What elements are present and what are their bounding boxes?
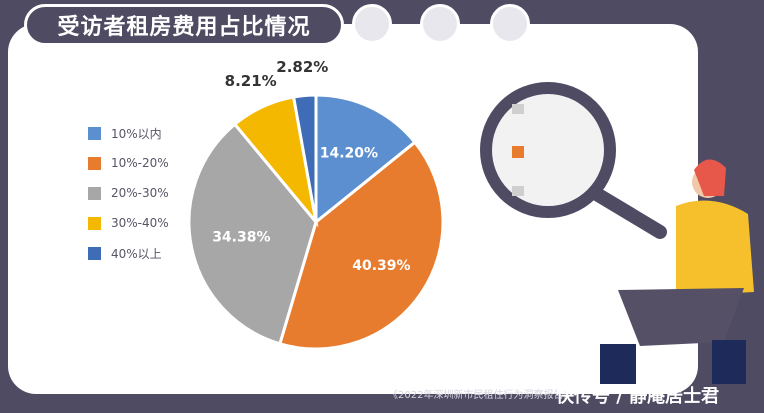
person-boot (712, 340, 746, 384)
lens-swatch (512, 186, 524, 196)
legend-swatch (88, 246, 101, 260)
pie-slice (291, 93, 318, 223)
legend-item: 20%-30% (88, 178, 169, 208)
legend-swatch (88, 126, 101, 140)
decor-dot-2 (420, 4, 460, 44)
source-note: 《2022年深圳新市民租住行为洞察报告》 (388, 390, 574, 401)
person-hair (694, 159, 726, 196)
pie-slice (187, 122, 318, 346)
decor-dot-1 (352, 4, 392, 44)
person-illustration (600, 159, 754, 384)
pie-slices (187, 93, 445, 351)
magnifier-handle (583, 183, 667, 239)
legend-label: 10%-20% (111, 156, 169, 170)
pie-slice (314, 93, 417, 226)
legend-swatch (88, 216, 101, 230)
legend-label: 40%以上 (111, 246, 162, 261)
magnifier-lens (480, 82, 616, 218)
legend-swatch (88, 156, 101, 170)
pie-data-label: 40.39% (352, 258, 410, 274)
magnifier-illustration (480, 82, 667, 239)
lens-swatch (512, 104, 524, 114)
legend-label: 10%以内 (111, 126, 162, 141)
person-torso (676, 200, 754, 296)
lens-swatch (512, 146, 524, 158)
decor-dot-3 (490, 4, 530, 44)
person-boot (600, 344, 636, 384)
legend-item: 30%-40% (88, 208, 169, 238)
legend-label: 30%-40% (111, 216, 169, 230)
pie-data-label: 14.20% (320, 145, 378, 161)
pie-data-label: 2.82% (276, 58, 328, 76)
pie-data-label: 8.21% (225, 72, 277, 90)
legend-item: 10%-20% (88, 148, 169, 178)
legend: 10%以内 10%-20% 20%-30% 30%-40% 40%以上 (88, 118, 169, 268)
pie-slice (278, 140, 445, 351)
pie-data-label: 34.38% (212, 229, 270, 245)
watermark: 快传号 / 静庵居士君 (556, 386, 720, 407)
legend-swatch (88, 186, 101, 200)
person-legs (618, 288, 744, 346)
legend-item: 40%以上 (88, 238, 169, 268)
chart-title: 受访者租房费用占比情况 (24, 4, 344, 46)
pie-labels: 14.20% 40.39% 34.38% 8.21%2.82% (212, 58, 410, 274)
legend-label: 20%-30% (111, 186, 169, 200)
legend-item: 10%以内 (88, 118, 169, 148)
